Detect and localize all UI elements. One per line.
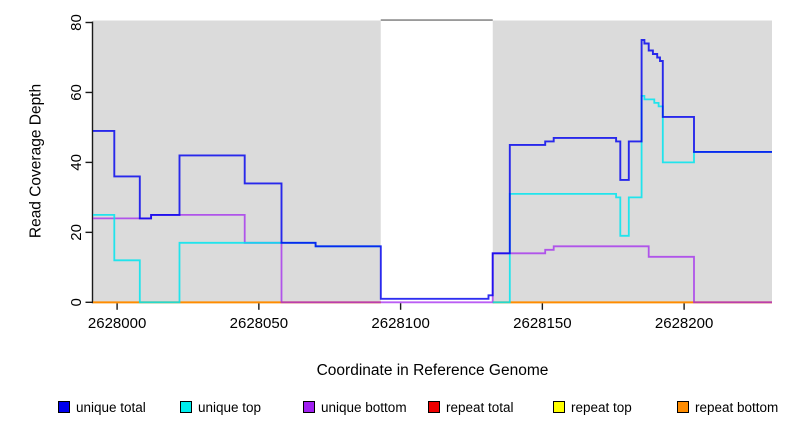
legend-swatch-icon	[303, 401, 315, 413]
legend-label: repeat top	[571, 399, 632, 415]
legend-label: unique total	[76, 399, 146, 415]
x-tick-label: 2628000	[88, 315, 146, 332]
y-tick-label: 40	[68, 154, 85, 171]
legend-swatch-icon	[58, 401, 70, 413]
x-axis-label: Coordinate in Reference Genome	[316, 362, 549, 379]
legend-swatch-icon	[428, 401, 440, 413]
legend-label: unique bottom	[321, 399, 407, 415]
series-unique-bottom	[93, 214, 772, 304]
y-tick-label: 80	[68, 14, 85, 31]
legend-swatch-icon	[553, 401, 565, 413]
legend-item-repeat-bottom: repeat bottom	[677, 396, 778, 418]
legend-item-unique-total: unique total	[58, 396, 146, 418]
x-tick-label: 2628100	[371, 315, 429, 332]
legend-item-repeat-total: repeat total	[428, 396, 514, 418]
series-unique-total	[93, 39, 772, 300]
legend: unique total unique top unique bottom repea…	[0, 396, 792, 420]
panel-background	[93, 20, 381, 304]
coverage-plot: 0 20 40 60 80 2628000 2628050 2628100 2628150 262…	[68, 14, 772, 332]
legend-item-unique-bottom: unique bottom	[303, 396, 407, 418]
legend-swatch-icon	[180, 401, 192, 413]
panel-background	[492, 20, 772, 304]
x-tick-label: 2628050	[230, 315, 288, 332]
legend-item-repeat-top: repeat top	[553, 396, 632, 418]
legend-label: repeat bottom	[695, 399, 779, 415]
legend-swatch-icon	[677, 401, 689, 413]
y-tick-label: 0	[68, 298, 85, 306]
y-axis-label: Read Coverage Depth	[27, 83, 45, 239]
y-tick-label: 60	[68, 84, 85, 101]
x-tick-label: 2628200	[655, 315, 713, 332]
y-tick-label: 20	[68, 224, 85, 241]
legend-item-unique-top: unique top	[180, 396, 261, 418]
legend-label: repeat total	[446, 399, 514, 415]
legend-label: unique top	[198, 399, 262, 415]
x-tick-label: 2628150	[513, 315, 571, 332]
